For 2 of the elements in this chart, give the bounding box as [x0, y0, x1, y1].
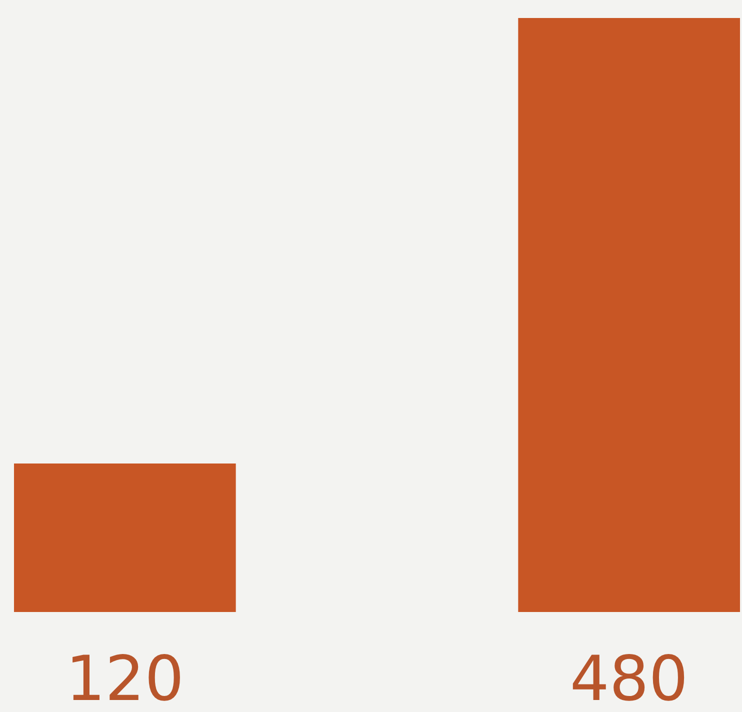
data-label: 120 [66, 642, 184, 712]
data-label: 480 [570, 642, 688, 712]
